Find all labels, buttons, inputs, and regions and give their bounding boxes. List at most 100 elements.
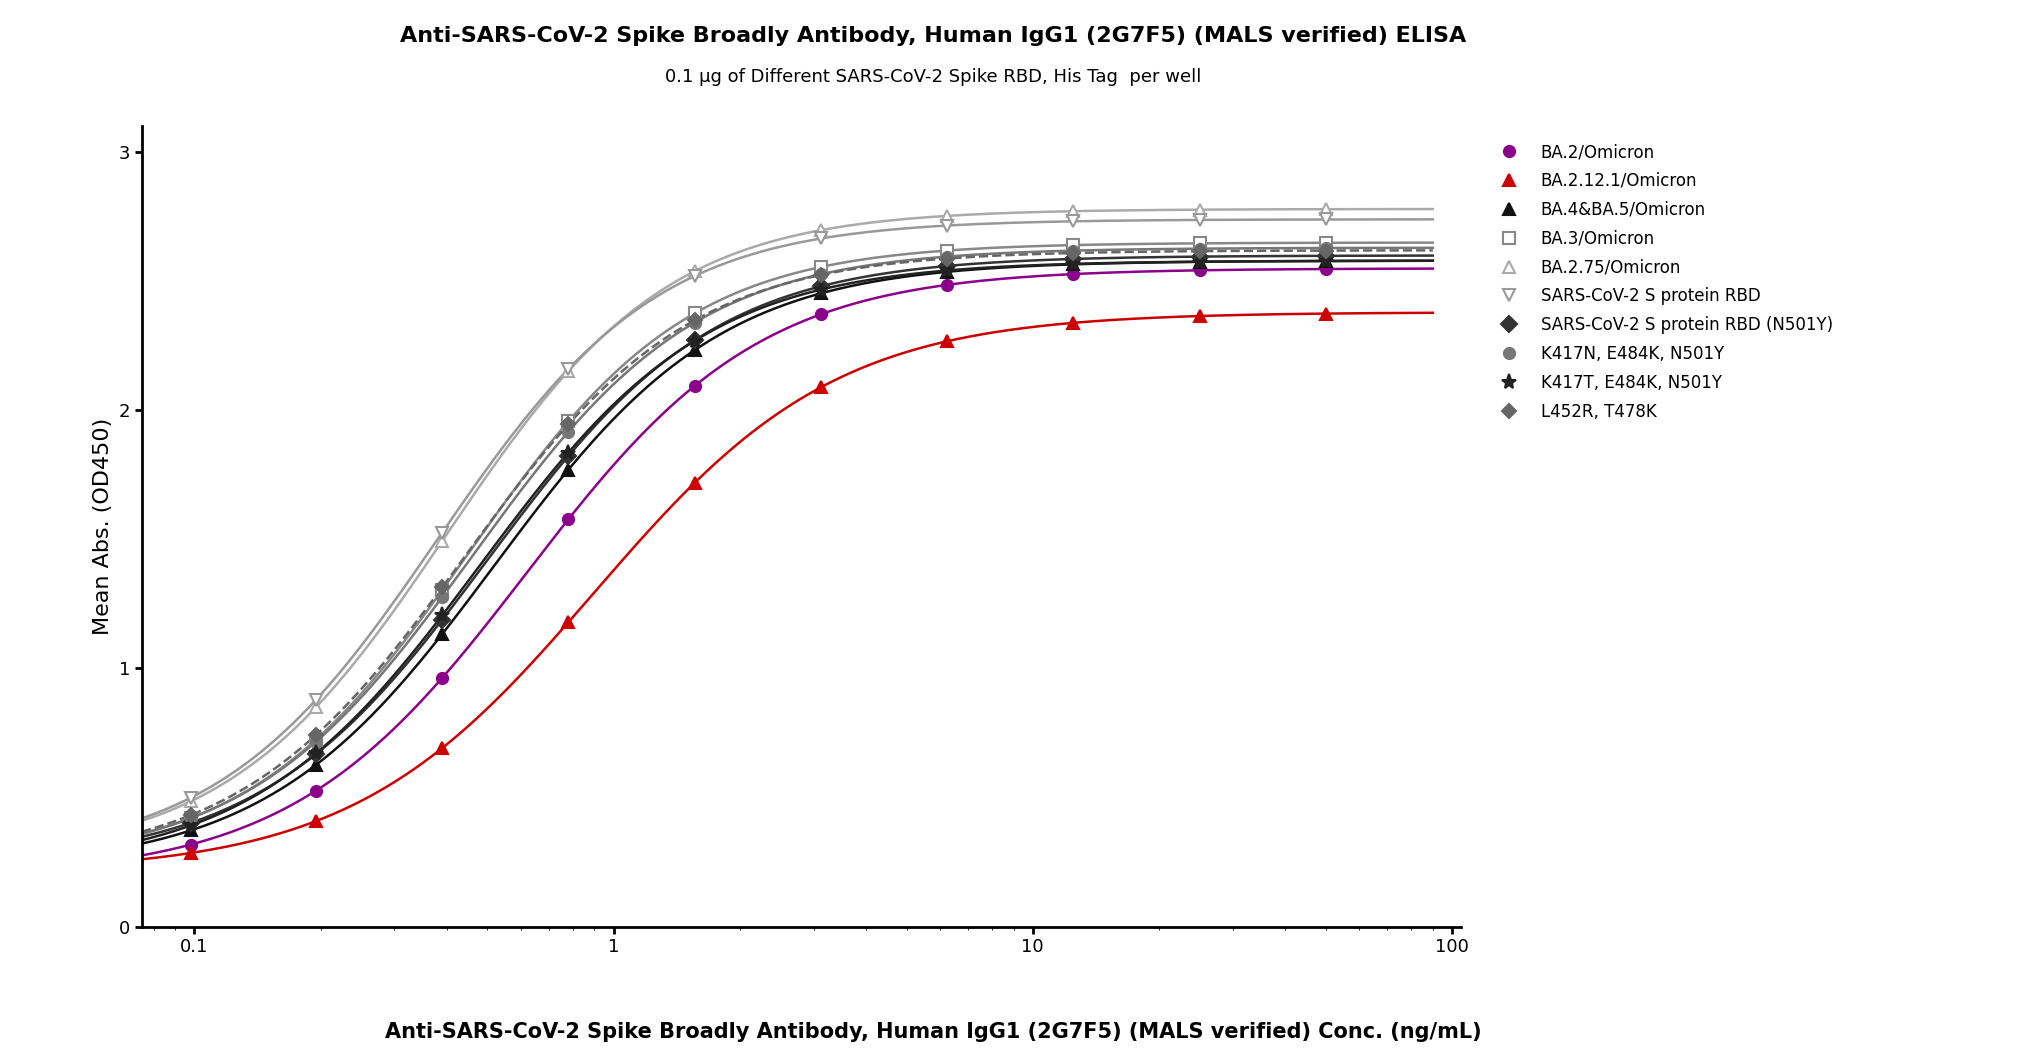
L452R, T478K [682, 314, 706, 326]
Line: BA.3/Omicron: BA.3/Omicron [185, 237, 1331, 823]
K417T, E484K, N501Y [1313, 255, 1337, 267]
BA.2/Omicron [179, 838, 203, 851]
BA.3/Omicron [430, 583, 454, 596]
BA.4&BA.5/Omicron [1061, 258, 1086, 271]
SARS-CoV-2 S protein RBD (N501Y) [1313, 250, 1337, 262]
BA.2.75/Omicron [556, 365, 580, 378]
BA.2/Omicron [556, 513, 580, 525]
K417N, E484K, N501Y [430, 591, 454, 603]
BA.2.12.1/Omicron [1313, 307, 1337, 320]
BA.2.75/Omicron [304, 701, 329, 714]
K417N, E484K, N501Y [179, 812, 203, 824]
BA.4&BA.5/Omicron [304, 758, 329, 771]
BA.2.12.1/Omicron [935, 335, 960, 347]
K417N, E484K, N501Y [556, 425, 580, 438]
SARS-CoV-2 S protein RBD (N501Y) [556, 450, 580, 462]
BA.3/Omicron [556, 415, 580, 428]
SARS-CoV-2 S protein RBD (N501Y) [935, 260, 960, 273]
BA.3/Omicron [810, 261, 834, 274]
K417N, E484K, N501Y [810, 267, 834, 280]
BA.2/Omicron [1061, 267, 1086, 280]
SARS-CoV-2 S protein RBD [304, 694, 329, 707]
L452R, T478K [935, 252, 960, 264]
BA.2/Omicron [1313, 262, 1337, 275]
SARS-CoV-2 S protein RBD (N501Y) [682, 334, 706, 346]
BA.2/Omicron [430, 672, 454, 684]
Line: SARS-CoV-2 S protein RBD (N501Y): SARS-CoV-2 S protein RBD (N501Y) [185, 251, 1331, 829]
BA.2.75/Omicron [179, 795, 203, 808]
Text: Anti-SARS-CoV-2 Spike Broadly Antibody, Human IgG1 (2G7F5) (MALS verified) Conc.: Anti-SARS-CoV-2 Spike Broadly Antibody, … [386, 1022, 1481, 1042]
SARS-CoV-2 S protein RBD (N501Y) [1187, 251, 1211, 263]
BA.4&BA.5/Omicron [430, 628, 454, 640]
K417T, E484K, N501Y [682, 335, 706, 347]
BA.2/Omicron [810, 307, 834, 320]
Line: K417T, E484K, N501Y: K417T, E484K, N501Y [183, 254, 1333, 833]
BA.2.75/Omicron [430, 535, 454, 548]
K417N, E484K, N501Y [1187, 242, 1211, 255]
BA.2.12.1/Omicron [810, 381, 834, 394]
BA.4&BA.5/Omicron [682, 344, 706, 357]
L452R, T478K [556, 418, 580, 431]
Line: L452R, T478K: L452R, T478K [187, 245, 1331, 820]
BA.4&BA.5/Omicron [1187, 256, 1211, 269]
L452R, T478K [1187, 245, 1211, 258]
Line: K417N, E484K, N501Y: K417N, E484K, N501Y [185, 242, 1331, 823]
BA.4&BA.5/Omicron [935, 265, 960, 278]
BA.2.12.1/Omicron [304, 815, 329, 828]
BA.4&BA.5/Omicron [179, 824, 203, 837]
L452R, T478K [430, 581, 454, 594]
SARS-CoV-2 S protein RBD [430, 526, 454, 539]
BA.2.12.1/Omicron [556, 616, 580, 629]
BA.2.12.1/Omicron [1061, 317, 1086, 330]
L452R, T478K [179, 809, 203, 821]
K417T, E484K, N501Y [304, 747, 329, 759]
BA.3/Omicron [682, 307, 706, 320]
Text: 0.1 μg of Different SARS-CoV-2 Spike RBD, His Tag  per well: 0.1 μg of Different SARS-CoV-2 Spike RBD… [666, 68, 1201, 86]
Line: BA.4&BA.5/Omicron: BA.4&BA.5/Omicron [185, 255, 1333, 837]
BA.2.75/Omicron [810, 224, 834, 237]
BA.2.12.1/Omicron [179, 847, 203, 859]
K417T, E484K, N501Y [810, 283, 834, 296]
BA.4&BA.5/Omicron [1313, 255, 1337, 267]
K417T, E484K, N501Y [556, 446, 580, 459]
SARS-CoV-2 S protein RBD [682, 270, 706, 282]
BA.3/Omicron [179, 812, 203, 824]
BA.3/Omicron [1313, 237, 1337, 250]
Line: SARS-CoV-2 S protein RBD: SARS-CoV-2 S protein RBD [185, 214, 1333, 803]
K417N, E484K, N501Y [1313, 242, 1337, 255]
BA.2.75/Omicron [1061, 205, 1086, 218]
Text: Anti-SARS-CoV-2 Spike Broadly Antibody, Human IgG1 (2G7F5) (MALS verified) ELISA: Anti-SARS-CoV-2 Spike Broadly Antibody, … [400, 26, 1467, 46]
BA.4&BA.5/Omicron [556, 463, 580, 476]
K417N, E484K, N501Y [1061, 244, 1086, 257]
SARS-CoV-2 S protein RBD [1313, 213, 1337, 225]
L452R, T478K [1313, 244, 1337, 257]
BA.2/Omicron [1187, 264, 1211, 277]
BA.2.75/Omicron [1313, 203, 1337, 216]
BA.2.12.1/Omicron [430, 741, 454, 754]
SARS-CoV-2 S protein RBD (N501Y) [179, 816, 203, 829]
Legend: BA.2/Omicron, BA.2.12.1/Omicron, BA.4&BA.5/Omicron, BA.3/Omicron, BA.2.75/Omicro: BA.2/Omicron, BA.2.12.1/Omicron, BA.4&BA… [1483, 135, 1840, 429]
K417T, E484K, N501Y [1061, 258, 1086, 271]
SARS-CoV-2 S protein RBD [935, 219, 960, 232]
K417N, E484K, N501Y [682, 316, 706, 329]
SARS-CoV-2 S protein RBD [1061, 215, 1086, 227]
Line: BA.2.75/Omicron: BA.2.75/Omicron [185, 203, 1333, 808]
K417T, E484K, N501Y [430, 609, 454, 621]
SARS-CoV-2 S protein RBD [556, 362, 580, 375]
L452R, T478K [304, 729, 329, 741]
BA.4&BA.5/Omicron [810, 287, 834, 300]
BA.3/Omicron [1187, 237, 1211, 250]
BA.2/Omicron [304, 784, 329, 797]
BA.2.12.1/Omicron [1187, 310, 1211, 322]
SARS-CoV-2 S protein RBD (N501Y) [304, 748, 329, 760]
Y-axis label: Mean Abs. (OD450): Mean Abs. (OD450) [93, 418, 114, 635]
K417T, E484K, N501Y [179, 819, 203, 832]
L452R, T478K [810, 269, 834, 281]
BA.3/Omicron [1061, 239, 1086, 252]
SARS-CoV-2 S protein RBD (N501Y) [430, 614, 454, 627]
Line: BA.2/Omicron: BA.2/Omicron [185, 263, 1331, 850]
K417N, E484K, N501Y [304, 735, 329, 748]
SARS-CoV-2 S protein RBD [179, 792, 203, 804]
BA.2.12.1/Omicron [682, 477, 706, 490]
BA.3/Omicron [304, 733, 329, 746]
